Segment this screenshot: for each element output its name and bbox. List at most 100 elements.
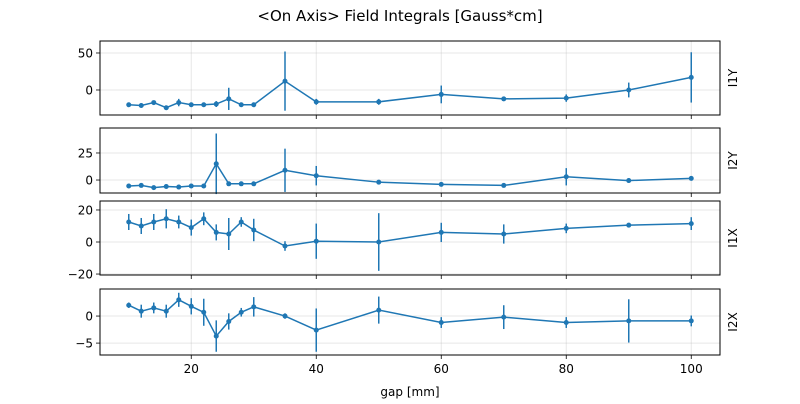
data-point bbox=[438, 91, 444, 97]
series-line bbox=[128, 162, 692, 189]
data-point bbox=[251, 102, 257, 108]
axes-frame bbox=[99, 40, 721, 116]
y-tick-label: −5 bbox=[75, 337, 93, 351]
data-point bbox=[188, 303, 194, 309]
data-point bbox=[213, 333, 219, 339]
panel-label: I2X bbox=[726, 312, 740, 331]
data-point bbox=[176, 184, 182, 190]
y-tick-label: −20 bbox=[68, 268, 93, 282]
data-point bbox=[563, 225, 569, 231]
data-point bbox=[163, 105, 169, 111]
data-point bbox=[626, 87, 632, 93]
data-point bbox=[238, 309, 244, 315]
data-point bbox=[688, 221, 694, 227]
data-point bbox=[238, 219, 244, 225]
x-tick-label: 100 bbox=[680, 362, 703, 376]
chart-title: <On Axis> Field Integrals [Gauss*cm] bbox=[257, 7, 542, 25]
data-point bbox=[438, 229, 444, 235]
data-point bbox=[438, 181, 444, 187]
data-point bbox=[563, 320, 569, 326]
y-tick-label: 0 bbox=[85, 83, 93, 97]
data-point bbox=[626, 318, 632, 324]
panel-i2x: −5 0 20 40 60 80 100 I2X bbox=[75, 288, 740, 376]
data-point bbox=[238, 181, 244, 187]
panel-i1y: 0 50 I1Y bbox=[78, 40, 740, 119]
axes-frame bbox=[99, 127, 721, 194]
data-point bbox=[151, 305, 157, 311]
data-point bbox=[251, 181, 257, 187]
data-point bbox=[501, 182, 507, 188]
y-tick-label: 20 bbox=[78, 203, 93, 217]
data-point bbox=[313, 173, 319, 179]
panel-i1x: −20 0 20 I1X bbox=[68, 200, 740, 282]
data-point bbox=[313, 327, 319, 333]
data-point bbox=[238, 102, 244, 108]
data-point bbox=[138, 223, 144, 229]
data-point bbox=[226, 231, 232, 237]
axes-frame bbox=[99, 288, 721, 356]
y-tick-label: 0 bbox=[85, 310, 93, 324]
data-point bbox=[151, 185, 157, 191]
data-point bbox=[563, 95, 569, 101]
data-point bbox=[688, 175, 694, 181]
data-point bbox=[688, 318, 694, 324]
data-point bbox=[282, 167, 288, 173]
data-point bbox=[163, 216, 169, 222]
data-point bbox=[126, 183, 132, 189]
data-point bbox=[201, 183, 207, 189]
data-point bbox=[126, 219, 132, 225]
panel-i2y: 0 25 I2Y bbox=[78, 127, 740, 197]
panel-label: I1Y bbox=[726, 68, 740, 87]
data-point bbox=[226, 181, 232, 187]
data-point bbox=[501, 314, 507, 320]
data-point bbox=[126, 102, 132, 108]
data-point bbox=[226, 318, 232, 324]
data-point bbox=[176, 219, 182, 225]
data-point bbox=[176, 297, 182, 303]
data-point bbox=[188, 225, 194, 231]
data-point bbox=[313, 99, 319, 105]
data-point bbox=[626, 222, 632, 228]
data-point bbox=[126, 302, 132, 308]
y-tick-label: 50 bbox=[78, 46, 93, 60]
data-point bbox=[376, 239, 382, 245]
data-point bbox=[251, 227, 257, 233]
data-point bbox=[176, 100, 182, 106]
panel-label: I2Y bbox=[726, 151, 740, 170]
x-tick-label: 60 bbox=[434, 362, 449, 376]
series-line bbox=[128, 76, 692, 109]
data-point bbox=[282, 243, 288, 249]
data-point bbox=[213, 161, 219, 167]
axes-frame bbox=[99, 200, 721, 276]
data-point bbox=[163, 308, 169, 314]
data-point bbox=[313, 238, 319, 244]
y-tick-label: 25 bbox=[78, 146, 93, 160]
data-point bbox=[188, 102, 194, 108]
data-point bbox=[501, 231, 507, 237]
y-tick-label: 0 bbox=[85, 236, 93, 250]
data-point bbox=[151, 100, 157, 106]
x-tick-label: 20 bbox=[184, 362, 199, 376]
data-point bbox=[213, 229, 219, 235]
data-point bbox=[438, 320, 444, 326]
data-point bbox=[688, 74, 694, 80]
data-point bbox=[138, 308, 144, 314]
y-tick-label: 0 bbox=[85, 174, 93, 188]
x-tick-label: 80 bbox=[559, 362, 574, 376]
data-point bbox=[201, 102, 207, 108]
data-point bbox=[282, 313, 288, 319]
data-point bbox=[213, 101, 219, 107]
data-point bbox=[226, 96, 232, 102]
data-point bbox=[138, 182, 144, 188]
series-line bbox=[128, 298, 692, 338]
data-point bbox=[563, 174, 569, 180]
data-point bbox=[163, 184, 169, 190]
data-point bbox=[251, 304, 257, 310]
panel-label: I1X bbox=[726, 228, 740, 247]
x-tick-label: 40 bbox=[309, 362, 324, 376]
data-point bbox=[188, 183, 194, 189]
data-point bbox=[376, 179, 382, 185]
data-point bbox=[201, 216, 207, 222]
data-point bbox=[376, 307, 382, 313]
data-point bbox=[201, 309, 207, 315]
